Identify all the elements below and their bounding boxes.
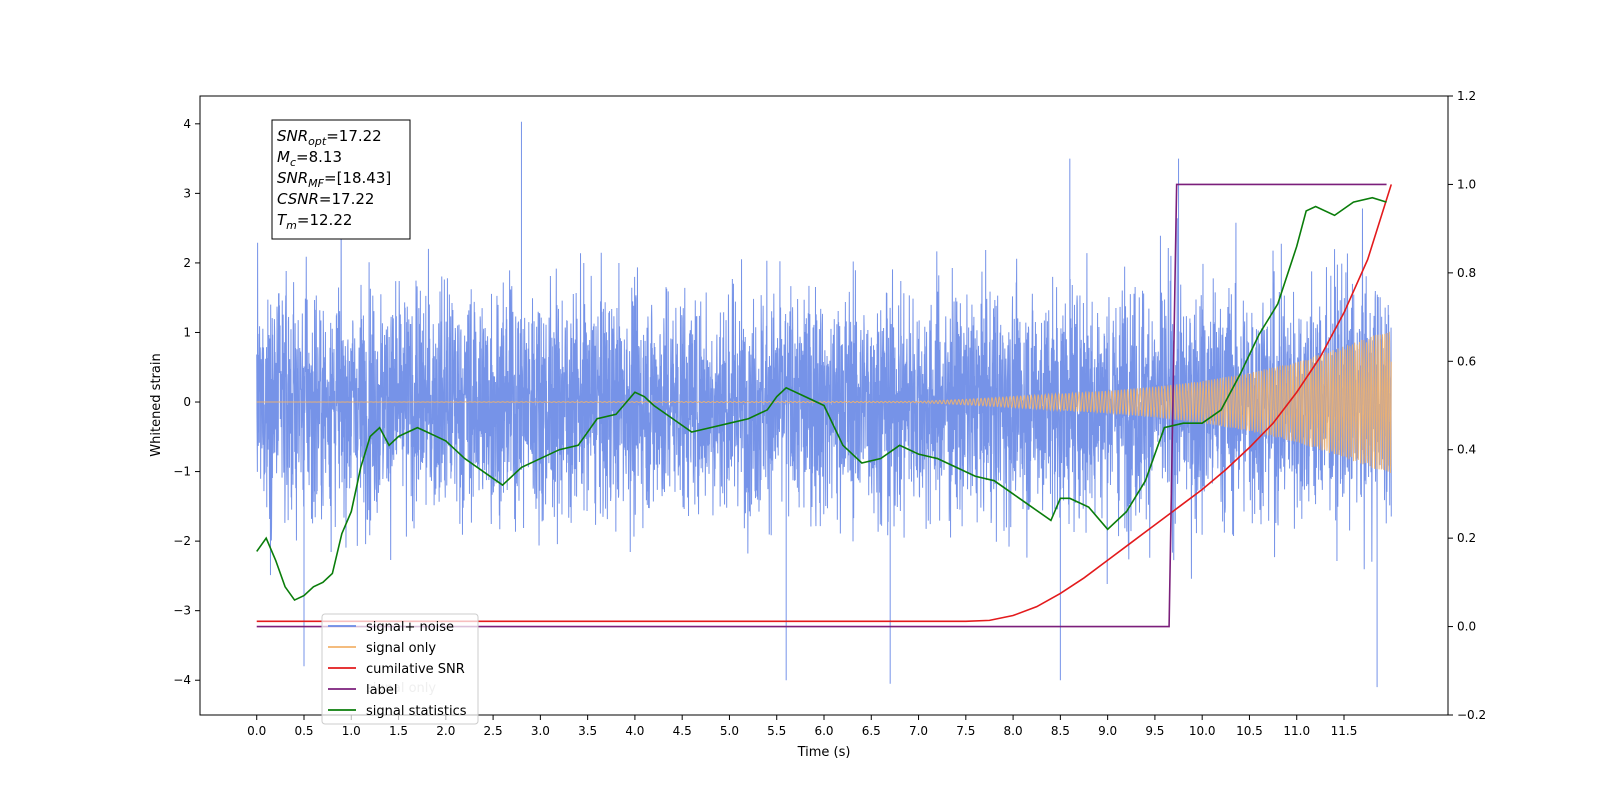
x-tick-label: 0.5 [294,724,313,738]
stat-value: =12.22 [297,211,353,229]
y-right-tick-label: 0.6 [1457,354,1476,368]
y-tick-label: 2 [183,256,191,270]
y-axis-label: Whitened strain [149,353,164,456]
stat-subscript: m [286,219,297,232]
y-right-tick-label: 0.4 [1457,443,1476,457]
label-series [256,183,1387,628]
legend-label: signal only [366,641,436,656]
x-tick-label: 3.0 [531,724,550,738]
x-tick-label: 4.5 [673,724,692,738]
signal-noise-series [256,121,1392,688]
stat-symbol: M [277,148,290,166]
y-tick-label: 3 [183,186,191,200]
x-tick-label: 1.0 [342,724,361,738]
x-tick-label: 10.5 [1236,724,1263,738]
x-tick-label: 6.5 [862,724,881,738]
stat-value: =8.13 [296,148,342,166]
y-right-tick-label: 1.0 [1457,177,1476,191]
signal-statistics-series [256,196,1387,602]
stat-line: SNRopt=17.22 [277,127,382,148]
x-tick-label: 1.5 [389,724,408,738]
y-tick-label: −2 [173,534,191,548]
x-tick-label: 7.0 [909,724,928,738]
stat-line: Mc=8.13 [277,148,342,169]
x-tick-label: 5.0 [720,724,739,738]
legend-frame [321,613,479,725]
legend-label: cumilative SNR [366,662,465,677]
y-right-tick-label: 0.8 [1457,266,1476,280]
x-tick-label: 8.0 [1004,724,1023,738]
x-axis: 0.0 0.5 1.0 1.5 2.0 2.5 3.0 3.5 4.0 4.5 5.0 5.5 6.0 6… [247,715,1357,738]
x-tick-label: 11.5 [1331,724,1358,738]
stat-symbol: CSNR [277,190,319,208]
stats-box: SNRopt=17.22Mc=8.13SNRMF=[18.43]CSNR=17.… [271,119,411,240]
stat-subscript: c [290,156,296,169]
y-tick-label: −4 [173,673,191,687]
legend-label: label [366,683,397,698]
y-right-tick-label: 0.2 [1457,531,1476,545]
plot-area [256,121,1393,688]
x-tick-label: 4.0 [625,724,644,738]
stat-symbol: SNR [277,169,308,187]
x-tick-label: 11.0 [1283,724,1310,738]
stat-line: SNRMF=[18.43] [277,169,391,190]
y-tick-label: 4 [183,117,191,131]
x-axis-label: Time (s) [797,745,851,760]
x-tick-label: 6.0 [814,724,833,738]
y-axis-right: 1.2 1.0 0.8 0.6 0.4 0.2 0.0 −0.2 [1448,89,1486,722]
y-right-tick-label: 1.2 [1457,89,1476,103]
stat-subscript: opt [308,135,327,148]
legend-label: signal statistics [366,704,467,719]
stat-symbol: T [277,211,288,229]
x-tick-label: 5.5 [767,724,786,738]
x-tick-label: 3.5 [578,724,597,738]
stats-box-frame [271,119,411,240]
x-tick-label: 2.0 [436,724,455,738]
stat-symbol: SNR [277,127,308,145]
y-tick-label: −1 [173,465,191,479]
y-tick-label: 1 [183,325,191,339]
stat-line: Tm=12.22 [277,211,352,232]
y-right-tick-label: 0.0 [1457,620,1476,634]
x-tick-label: 2.5 [484,724,503,738]
x-tick-label: 7.5 [956,724,975,738]
x-tick-label: 10.0 [1189,724,1216,738]
x-tick-label: 0.0 [247,724,266,738]
y-tick-label: 0 [183,395,191,409]
cumulative-snr-series [256,184,1393,623]
y-tick-label: −3 [173,604,191,618]
stat-value: =17.22 [326,127,382,145]
series-layer [256,121,1393,688]
stat-subscript: MF [308,177,324,190]
legend-label: signal+ noise [366,620,454,635]
x-tick-label: 9.5 [1145,724,1164,738]
stat-value: =[18.43] [324,169,391,187]
stat-line: CSNR=17.22 [277,190,374,208]
y-axis-left: 4 3 2 1 0 −1 −2 −3 −4 [173,117,200,687]
x-tick-label: 8.5 [1051,724,1070,738]
x-tick-label: 9.0 [1098,724,1117,738]
stat-value: =17.22 [319,190,375,208]
y-right-tick-label: −0.2 [1457,708,1486,722]
signal-only-series [256,331,1392,474]
